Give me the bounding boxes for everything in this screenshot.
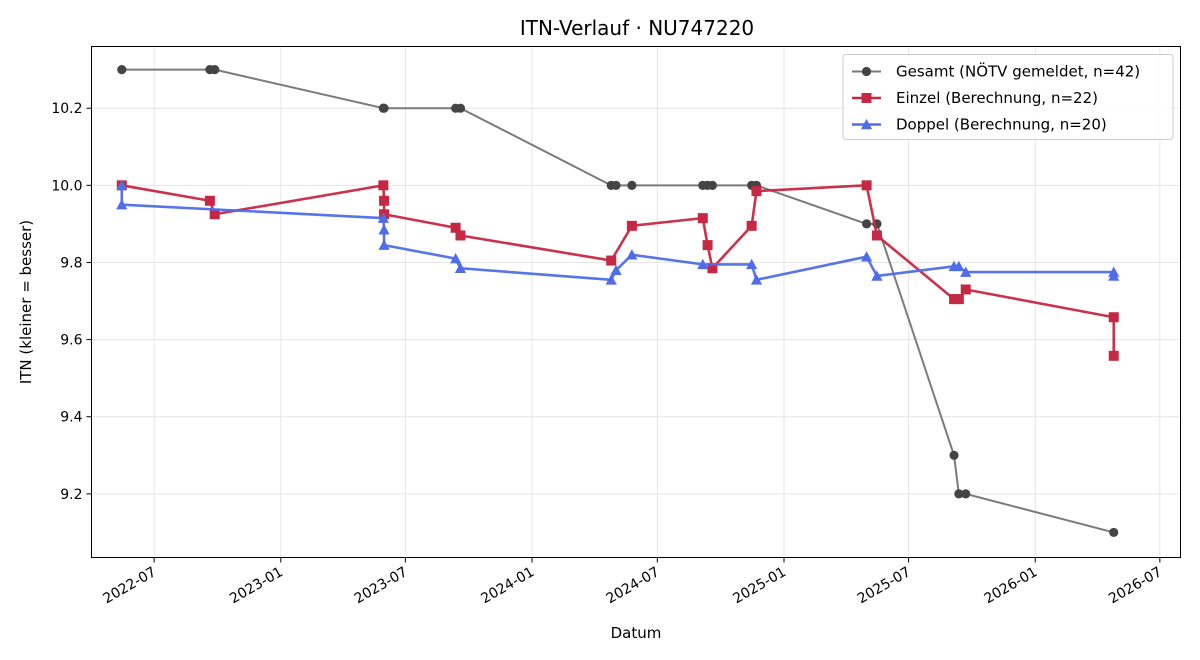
data-point	[954, 489, 964, 499]
data-point	[450, 253, 462, 264]
data-point	[746, 220, 757, 231]
series-doppel	[116, 179, 1120, 285]
data-point	[960, 266, 972, 277]
data-point	[949, 450, 959, 460]
data-point	[204, 195, 215, 206]
data-point	[626, 220, 637, 231]
legend-marker	[861, 93, 872, 103]
legend-label: Gesamt (NÖTV gemeldet, n=42)	[896, 62, 1140, 81]
y-axis: 9.2 9.4 9.6 9.8 10.0 10.2	[51, 101, 92, 503]
data-point	[707, 263, 718, 274]
x-tick-label: 2026-07	[1106, 564, 1165, 607]
data-point	[455, 230, 466, 241]
data-point	[455, 103, 466, 113]
data-point	[378, 180, 389, 191]
x-tick-label: 2024-01	[478, 564, 537, 607]
data-point	[697, 213, 708, 224]
data-point	[746, 258, 758, 270]
data-point	[1109, 527, 1119, 538]
legend-label: Doppel (Berechnung, n=20)	[896, 116, 1107, 134]
data-point	[378, 239, 390, 250]
y-axis-label: ITN (kleiner = besser)	[17, 220, 35, 384]
x-tick-label: 2026-01	[982, 564, 1041, 607]
data-point	[627, 180, 637, 190]
data-point	[117, 65, 127, 75]
legend: Gesamt (NÖTV gemeldet, n=42) Einzel (Bere…	[842, 54, 1174, 140]
legend-label: Einzel (Berechnung, n=22)	[896, 89, 1098, 107]
series-layer	[116, 65, 1120, 538]
x-tick-label: 2023-01	[227, 564, 286, 607]
data-point	[871, 270, 883, 281]
data-point	[707, 180, 718, 190]
legend-marker	[860, 118, 873, 130]
x-tick-label: 2025-01	[730, 564, 789, 607]
plot-frame	[91, 46, 1181, 558]
x-tick-label: 2023-07	[352, 564, 411, 607]
x-tick-label: 2024-07	[604, 564, 663, 607]
data-point	[610, 264, 622, 275]
data-point	[1108, 312, 1119, 323]
y-tick-label: 9.8	[60, 255, 82, 271]
data-point	[626, 249, 638, 260]
y-tick-label: 9.4	[60, 410, 82, 426]
data-point	[377, 212, 389, 223]
data-point	[861, 251, 873, 262]
data-point	[697, 258, 709, 270]
data-point	[606, 255, 617, 266]
data-point	[1108, 270, 1120, 281]
y-tick-label: 9.6	[60, 333, 82, 349]
data-point	[953, 294, 964, 305]
x-axis-label: Datum	[611, 624, 662, 642]
data-point	[751, 186, 762, 197]
data-point	[379, 195, 390, 206]
data-point	[960, 284, 971, 295]
y-tick-label: 10.2	[51, 101, 82, 117]
legend-marker	[861, 66, 872, 77]
chart-title: ITN-Verlauf · NU747220	[520, 16, 754, 40]
data-point	[702, 240, 713, 251]
x-tick-label: 2022-07	[100, 564, 159, 607]
data-point	[953, 260, 965, 272]
data-point	[210, 65, 220, 75]
data-point	[379, 103, 389, 113]
data-point	[961, 489, 971, 499]
data-point	[209, 209, 220, 220]
data-point	[1108, 350, 1119, 361]
data-point	[378, 224, 390, 235]
data-point	[116, 179, 128, 191]
legend-box	[842, 54, 1174, 140]
data-point	[611, 180, 621, 190]
y-tick-label: 9.2	[60, 487, 82, 503]
data-point	[454, 262, 467, 274]
series-line	[120, 185, 1116, 282]
data-point	[862, 219, 872, 229]
y-tick-label: 10.0	[51, 178, 82, 194]
x-tick-label: 2025-07	[855, 564, 914, 607]
data-point	[116, 199, 128, 210]
data-point	[605, 274, 617, 285]
data-point	[861, 180, 872, 191]
data-point	[871, 230, 882, 241]
series-gesamt	[117, 65, 1119, 538]
data-point	[450, 222, 461, 233]
data-point	[750, 274, 763, 285]
x-axis: 2022-07 2023-01 2023-07 2024-01 2024-07 2025-…	[100, 557, 1165, 607]
